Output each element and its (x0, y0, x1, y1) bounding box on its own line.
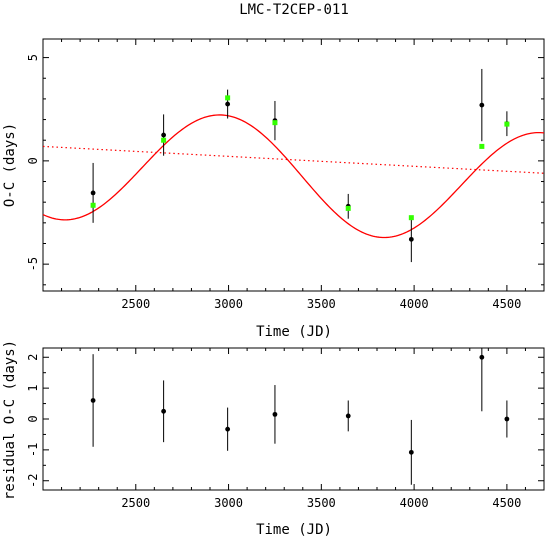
residual-x-tick-label: 4000 (400, 496, 429, 510)
oc-panel: 2500 3000 3500 4000 4500 -5 0 5 Time (JD) O-C (… (2, 38, 545, 340)
oc-model-point (479, 143, 485, 149)
oc-observed-points (90, 101, 510, 242)
oc-sine-fit (42, 114, 545, 239)
residual-x-axis-label: Time (JD) (256, 522, 332, 538)
residual-point (408, 449, 414, 455)
residual-points (90, 354, 510, 455)
oc-x-tick-label: 3500 (307, 297, 336, 311)
oc-y-tick-label: -5 (26, 257, 40, 271)
oc-plot-frame (42, 38, 545, 292)
oc-x-tick-label: 2500 (121, 297, 150, 311)
oc-ticks: 2500 3000 3500 4000 4500 -5 0 5 (26, 39, 545, 311)
oc-observed-point (90, 190, 96, 196)
residual-y-tick-label: 0 (26, 415, 40, 422)
oc-linear-trend (42, 145, 545, 174)
residual-x-tick-label: 3500 (307, 496, 336, 510)
residual-point (225, 426, 231, 432)
residual-point (272, 411, 278, 417)
oc-model-point (272, 120, 278, 126)
oc-error-bars (92, 68, 508, 263)
residual-panel: 2500 3000 3500 4000 4500 -2 -1 0 1 2 Time (JD) re… (2, 340, 545, 538)
oc-y-tick-label: 5 (26, 54, 40, 61)
residual-point (504, 416, 510, 422)
oc-observed-point (161, 132, 167, 138)
residual-y-tick-label: -2 (26, 474, 40, 488)
oc-observed-point (408, 236, 414, 242)
oc-x-tick-label: 3000 (214, 297, 243, 311)
oc-x-tick-label: 4000 (400, 297, 429, 311)
oc-model-point (504, 121, 510, 127)
residual-x-tick-label: 3000 (214, 496, 243, 510)
residual-y-tick-label: 1 (26, 385, 40, 392)
oc-model-points (90, 95, 510, 221)
residual-point (90, 398, 96, 403)
sine-fit-curve (42, 114, 545, 239)
residual-ticks: 2500 3000 3500 4000 4500 -2 -1 0 1 2 (26, 348, 545, 510)
residual-point (479, 354, 485, 360)
oc-model-point (90, 202, 96, 208)
residual-y-tick-label: 2 (26, 354, 40, 361)
residual-error-bars (92, 348, 508, 485)
residual-point (161, 408, 167, 414)
oc-model-point (345, 205, 351, 211)
oc-x-axis-label: Time (JD) (256, 324, 332, 340)
residual-x-tick-label: 4500 (492, 496, 521, 510)
chart-title: LMC-T2CEP-011 (239, 2, 349, 18)
oc-model-point (225, 95, 231, 101)
oc-model-point (408, 215, 414, 221)
oc-observed-point (225, 101, 231, 107)
residual-y-axis-label: residual O-C (days) (2, 340, 18, 500)
oc-observed-point (479, 102, 485, 108)
oc-model-point (161, 137, 167, 143)
residual-x-tick-label: 2500 (121, 496, 150, 510)
oc-y-tick-label: 0 (26, 157, 40, 164)
residual-point (345, 413, 351, 419)
oc-x-tick-label: 4500 (492, 297, 521, 311)
residual-y-tick-label: -1 (26, 443, 40, 457)
residual-plot-frame (42, 347, 545, 491)
oc-y-axis-label: O-C (days) (2, 123, 18, 207)
linear-trend-line (42, 145, 545, 174)
